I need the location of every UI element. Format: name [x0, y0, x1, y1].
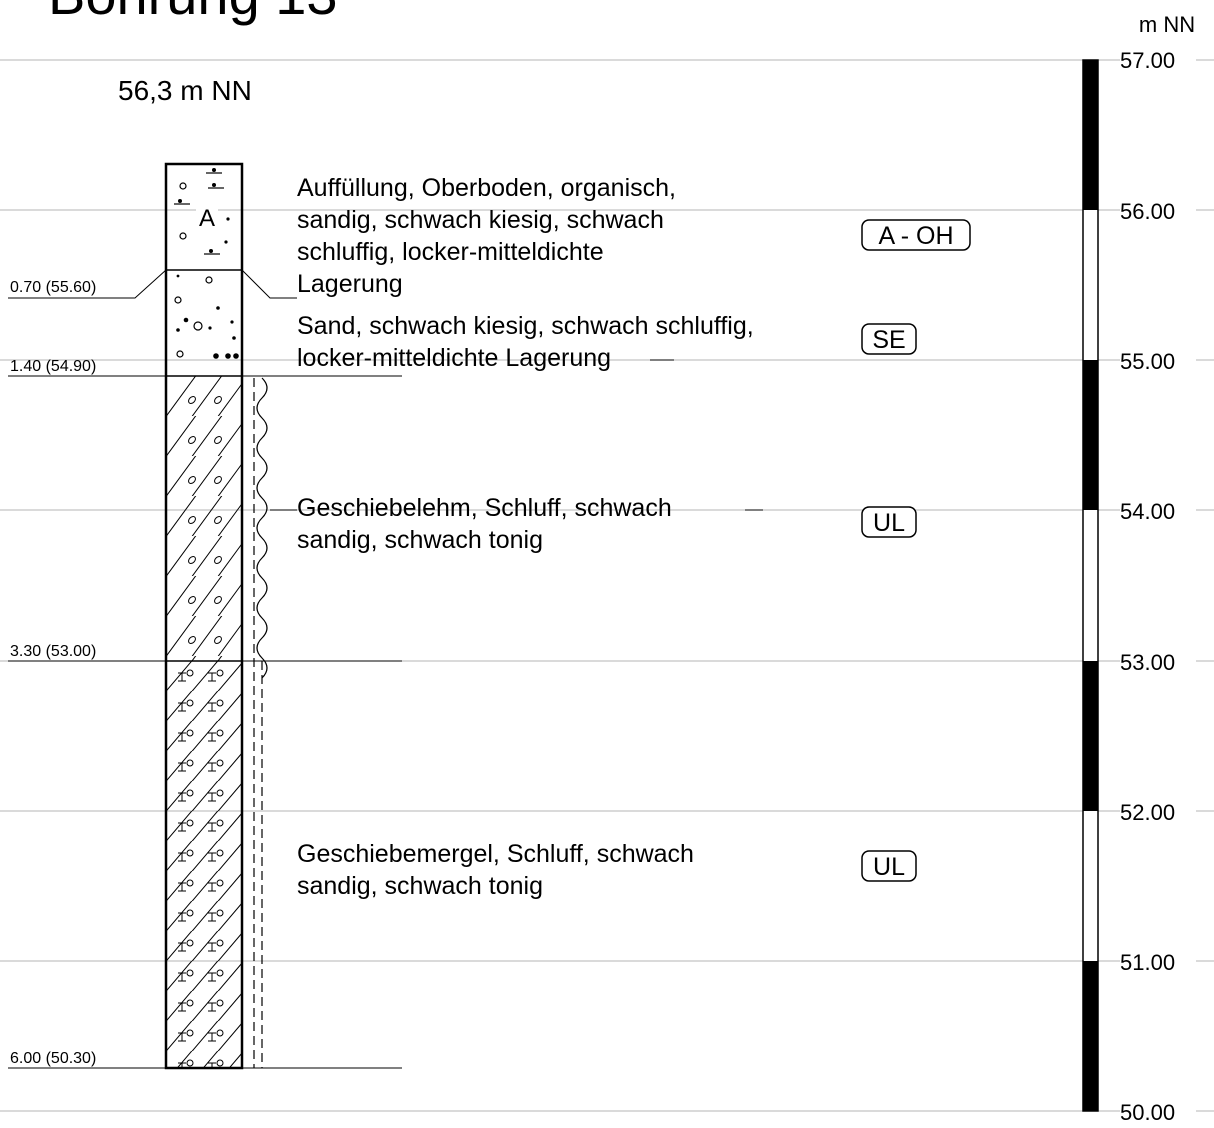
- code-label: UL: [873, 509, 905, 537]
- code-label: UL: [873, 853, 905, 881]
- consistency-indicators: [253, 377, 268, 1068]
- depth-leader-right-0-70: [241, 269, 297, 299]
- scale-tick-label: 55.00: [1120, 349, 1175, 374]
- layer-description-3: Geschiebelehm, Schluff, schwach sandig, …: [270, 494, 763, 554]
- scale-segment-55-54: [1083, 360, 1098, 510]
- code-box: [861, 323, 917, 355]
- description-line: Auffüllung, Oberboden, organisch,: [297, 174, 676, 202]
- code-box: [861, 850, 917, 882]
- ground-level-label: 56,3 m NN: [118, 75, 252, 106]
- scale-tick-label: 51.00: [1120, 950, 1175, 975]
- scale-unit-label: m NN: [1139, 12, 1195, 37]
- depth-label: 6.00 (50.30): [10, 1050, 96, 1067]
- soil-group-code: UL: [861, 850, 917, 882]
- wavy-indicator-line: [256, 377, 268, 679]
- description-line: Sand, schwach kiesig, schwach schluffig,: [297, 312, 754, 340]
- soil-group-code: UL: [861, 506, 917, 538]
- description-line: sandig, schwach tonig: [297, 872, 543, 900]
- description-line: Geschiebelehm, Schluff, schwach: [297, 494, 672, 522]
- description-line: Geschiebemergel, Schluff, schwach: [297, 840, 694, 868]
- scale-tick-label: 50.00: [1120, 1100, 1175, 1125]
- borehole-column: A: [164, 162, 244, 1070]
- description-line: Lagerung: [297, 270, 403, 298]
- depth-label: 1.40 (54.90): [10, 358, 96, 375]
- layer-symbol-label: A: [199, 205, 215, 232]
- scale-tick-label: 53.00: [1120, 650, 1175, 675]
- page-title: Bohrung 13: [48, 0, 338, 26]
- description-line: sandig, schwach kiesig, schwach: [297, 206, 664, 234]
- soil-group-code: A - OH: [861, 219, 971, 251]
- elevation-scale-bar: [1082, 59, 1099, 1112]
- layer-mergel-hatch: [166, 661, 242, 1068]
- layer-lehm-hatch: [166, 376, 242, 661]
- layer-description-2: Sand, schwach kiesig, schwach schluffig,…: [297, 312, 754, 372]
- layer-sand-hatch: [166, 270, 242, 376]
- scale-segment-51-50: [1083, 961, 1098, 1111]
- scale-segment-53-52: [1083, 661, 1098, 811]
- description-line: locker-mitteldichte Lagerung: [297, 344, 611, 372]
- code-label: A - OH: [878, 222, 953, 250]
- scale-tick-stubs: [1196, 59, 1214, 1112]
- depth-label: 3.30 (53.00): [10, 643, 96, 660]
- code-box: [861, 506, 917, 538]
- scale-tick-label: 56.00: [1120, 199, 1175, 224]
- description-line: schluffig, locker-mitteldichte: [297, 238, 604, 266]
- depth-markers: [8, 269, 402, 1069]
- scale-tick-label: 52.00: [1120, 800, 1175, 825]
- depth-leader-0-70: [8, 269, 167, 299]
- layer-description-1: Auffüllung, Oberboden, organisch, sandig…: [297, 174, 676, 298]
- scale-segment-57-56: [1083, 60, 1098, 210]
- scale-tick-labels: m NN 57.00 56.00 55.00 54.00 53.00 52.00…: [1120, 12, 1195, 1125]
- layer-description-4: Geschiebemergel, Schluff, schwach sandig…: [297, 840, 694, 900]
- scale-tick-label: 57.00: [1120, 48, 1175, 73]
- scale-tick-label: 54.00: [1120, 499, 1175, 524]
- depth-label: 0.70 (55.60): [10, 279, 96, 296]
- soil-group-code: SE: [861, 323, 917, 355]
- scale-bar-frame: [1082, 59, 1099, 1112]
- description-line: sandig, schwach tonig: [297, 526, 543, 554]
- layer-symbol-bg: [196, 203, 218, 231]
- code-label: SE: [872, 326, 905, 354]
- code-box: [861, 219, 971, 251]
